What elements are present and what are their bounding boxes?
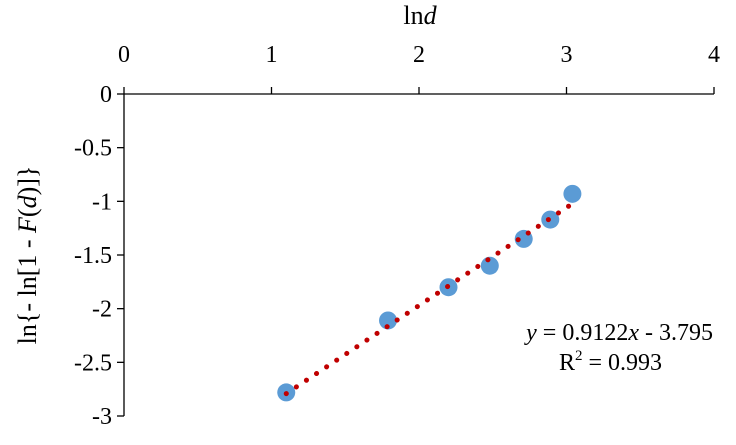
trendline-equation: y = 0.9122x - 3.795 (524, 320, 713, 346)
x-tick-label: 3 (561, 42, 573, 68)
y-axis-title-var: F (13, 216, 42, 234)
y-tick-label: -0.5 (74, 136, 112, 162)
y-tick-label: 0 (100, 82, 112, 108)
y-axis-ticks: 0 -0.5 -1 -1.5 -2 -2.5 -3 (74, 82, 124, 430)
x-tick-label: 1 (266, 42, 278, 68)
x-tick-label: 0 (118, 42, 130, 68)
y-tick-label: -2.5 (74, 350, 112, 376)
y-axis-title-part2: ( (13, 208, 42, 217)
y-tick-label: -3 (92, 404, 112, 430)
data-point (480, 256, 499, 275)
data-point (563, 184, 582, 203)
x-axis-ticks: 0 1 2 3 4 (118, 42, 720, 94)
x-axis-title-var: d (424, 1, 438, 30)
r-squared-sup: 2 (575, 348, 583, 364)
y-axis-title-part3: )]} (13, 166, 42, 196)
trendline (283, 201, 575, 397)
data-points (277, 184, 582, 402)
equation-x-var: x (627, 320, 639, 346)
equation-text: = 0.9122 (537, 320, 629, 346)
r-squared-rest: = 0.993 (582, 350, 662, 376)
y-tick-label: -1 (92, 189, 112, 215)
y-axis-title-part1: ln{- ln[1 - (13, 233, 42, 344)
x-axis-title: lnd (403, 1, 437, 30)
r-squared-R: R (559, 350, 575, 376)
y-axis-title: ln{- ln[1 - F(d)]} (13, 166, 42, 345)
trendline-line (283, 201, 575, 397)
y-axis-title-var2: d (13, 194, 42, 208)
x-tick-label: 2 (413, 42, 425, 68)
trendline-r-squared: R2 = 0.993 (559, 348, 662, 376)
x-axis-title-prefix: ln (403, 1, 423, 30)
y-tick-label: -2 (92, 297, 112, 323)
y-tick-label: -1.5 (74, 243, 112, 269)
equation-rest: - 3.795 (639, 320, 713, 346)
x-tick-label: 4 (708, 42, 720, 68)
data-point (379, 311, 398, 330)
equation-y-var: y (524, 320, 537, 346)
